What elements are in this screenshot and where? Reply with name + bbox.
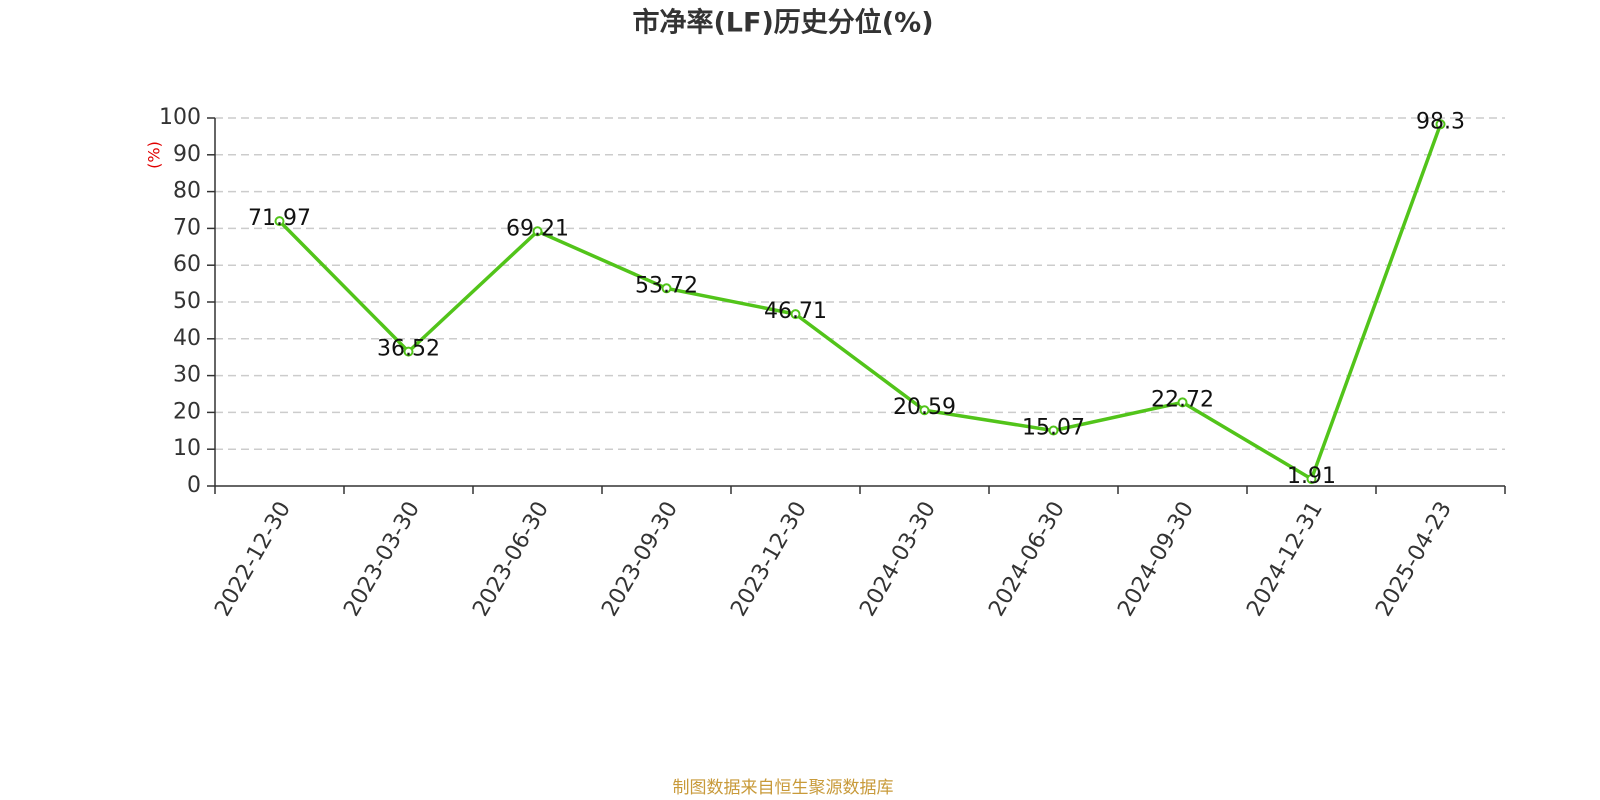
data-point: [1306, 473, 1317, 484]
data-point: [1048, 425, 1059, 436]
data-label: 98.3: [1416, 109, 1465, 134]
y-tick-label: 10: [173, 436, 201, 461]
y-tick-label: 0: [187, 473, 201, 498]
data-point: [661, 283, 672, 294]
data-label: 20.59: [893, 395, 956, 420]
x-tick-label: 2025-04-23: [1371, 498, 1457, 621]
data-point: [532, 226, 543, 237]
chart-title: 市净率(LF)历史分位(%): [632, 7, 933, 39]
x-tick-label: 2023-09-30: [597, 498, 683, 621]
y-tick-label: 100: [159, 105, 201, 130]
data-label: 22.72: [1151, 387, 1214, 412]
y-tick-label: 80: [173, 179, 201, 204]
y-tick-label: 20: [173, 399, 201, 424]
data-label: 36.52: [377, 337, 440, 362]
x-tick-label: 2024-06-30: [984, 498, 1070, 621]
data-point: [403, 346, 414, 357]
data-point: [1435, 119, 1446, 130]
data-label: 1.91: [1287, 464, 1336, 489]
y-tick-label: 50: [173, 289, 201, 314]
data-point: [919, 405, 930, 416]
source-note: 制图数据来自恒生聚源数据库: [673, 778, 894, 798]
data-label: 46.71: [764, 299, 827, 324]
x-tick-label: 2024-12-31: [1242, 498, 1328, 621]
x-tick-label: 2024-09-30: [1113, 498, 1199, 621]
y-tick-label: 90: [173, 142, 201, 167]
x-tick-label: 2024-03-30: [855, 498, 941, 621]
x-tick-label: 2022-12-30: [210, 498, 296, 621]
data-point: [274, 216, 285, 227]
y-axis-label: (%): [145, 141, 164, 169]
y-tick-label: 40: [173, 326, 201, 351]
y-tick-label: 70: [173, 215, 201, 240]
data-label: 71.97: [248, 206, 311, 231]
data-point: [790, 309, 801, 320]
data-label: 53.72: [635, 273, 698, 298]
data-line: [278, 123, 1443, 482]
data-point: [1177, 397, 1188, 408]
y-tick-label: 30: [173, 363, 201, 388]
x-tick-label: 2023-12-30: [726, 498, 812, 621]
y-tick-label: 60: [173, 252, 201, 277]
data-label: 15.07: [1022, 416, 1085, 441]
x-tick-label: 2023-03-30: [339, 498, 425, 621]
x-tick-label: 2023-06-30: [468, 498, 554, 621]
data-label: 69.21: [506, 216, 569, 241]
